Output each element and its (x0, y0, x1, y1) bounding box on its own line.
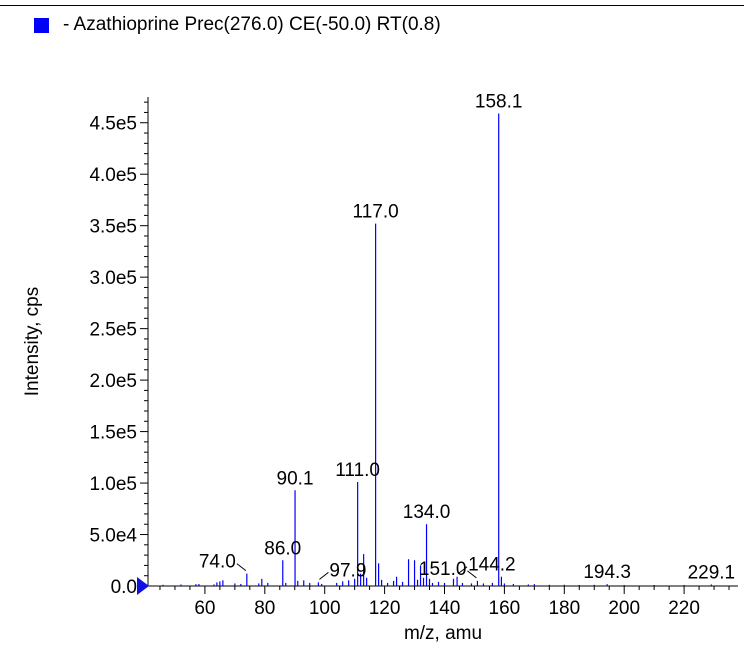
peak-label: 134.0 (403, 502, 451, 523)
axes: 60 80 100 120 140 160 180 200 220 0.0 5.0e4 1.0e5 1.… (89, 97, 738, 619)
legend: - Azathioprine Prec(276.0) CE(-50.0) RT(… (34, 13, 441, 37)
y-tick-label: 0.0 (111, 577, 137, 598)
y-tick-label: 1.5e5 (89, 423, 137, 444)
legend-swatch-icon (34, 17, 49, 33)
legend-label: - Azathioprine Prec(276.0) CE(-50.0) RT(… (63, 14, 441, 35)
peak-label: 144.2 (468, 555, 516, 576)
x-tick-label: 80 (254, 598, 275, 619)
peak-label: 117.0 (353, 202, 399, 223)
peak-label-leader (319, 572, 329, 580)
x-tick-label: 140 (429, 598, 461, 619)
peak-label-leader (236, 563, 247, 572)
x-tick-label: 100 (309, 598, 341, 619)
peak-label-leader (467, 570, 477, 579)
y-tick-label: 1.0e5 (89, 474, 137, 495)
peak-label: 74.0 (199, 552, 236, 573)
x-tick-label: 120 (369, 598, 401, 619)
peak-label: 111.0 (335, 460, 380, 481)
peak-label: 90.1 (277, 468, 314, 489)
peak-label: 151.0 (419, 559, 467, 580)
peak-label: 97.9 (329, 560, 366, 581)
y-tick-label: 5.0e4 (89, 526, 137, 547)
x-tick-label: 220 (668, 598, 700, 619)
y-tick-label: 4.5e5 (89, 114, 137, 135)
top-border-line (0, 5, 744, 6)
peak-label: 158.1 (475, 91, 523, 112)
y-tick-label: 4.0e5 (89, 165, 137, 186)
peak-label: 229.1 (688, 562, 736, 583)
y-tick-label: 2.0e5 (89, 371, 137, 392)
y-axis-title: Intensity, cps (22, 287, 43, 396)
x-tick-label: 180 (548, 598, 580, 619)
origin-marker-icon (137, 577, 149, 595)
y-tick-label: 3.5e5 (89, 217, 137, 238)
peak-label: 86.0 (264, 538, 301, 559)
y-tick-label: 3.0e5 (89, 268, 137, 289)
x-tick-label: 60 (194, 598, 215, 619)
peak-label-leader (457, 566, 468, 575)
y-tick-label: 2.5e5 (89, 320, 137, 341)
peaks (162, 113, 712, 586)
peak-label: 194.3 (583, 562, 631, 583)
x-axis-title: m/z, amu (404, 623, 482, 644)
x-tick-label: 160 (489, 598, 521, 619)
x-tick-label: 200 (608, 598, 640, 619)
peak-labels: 74.0 86.0 90.1 97.9 111.0 117.0 134.0 144.2151.… (199, 91, 735, 583)
